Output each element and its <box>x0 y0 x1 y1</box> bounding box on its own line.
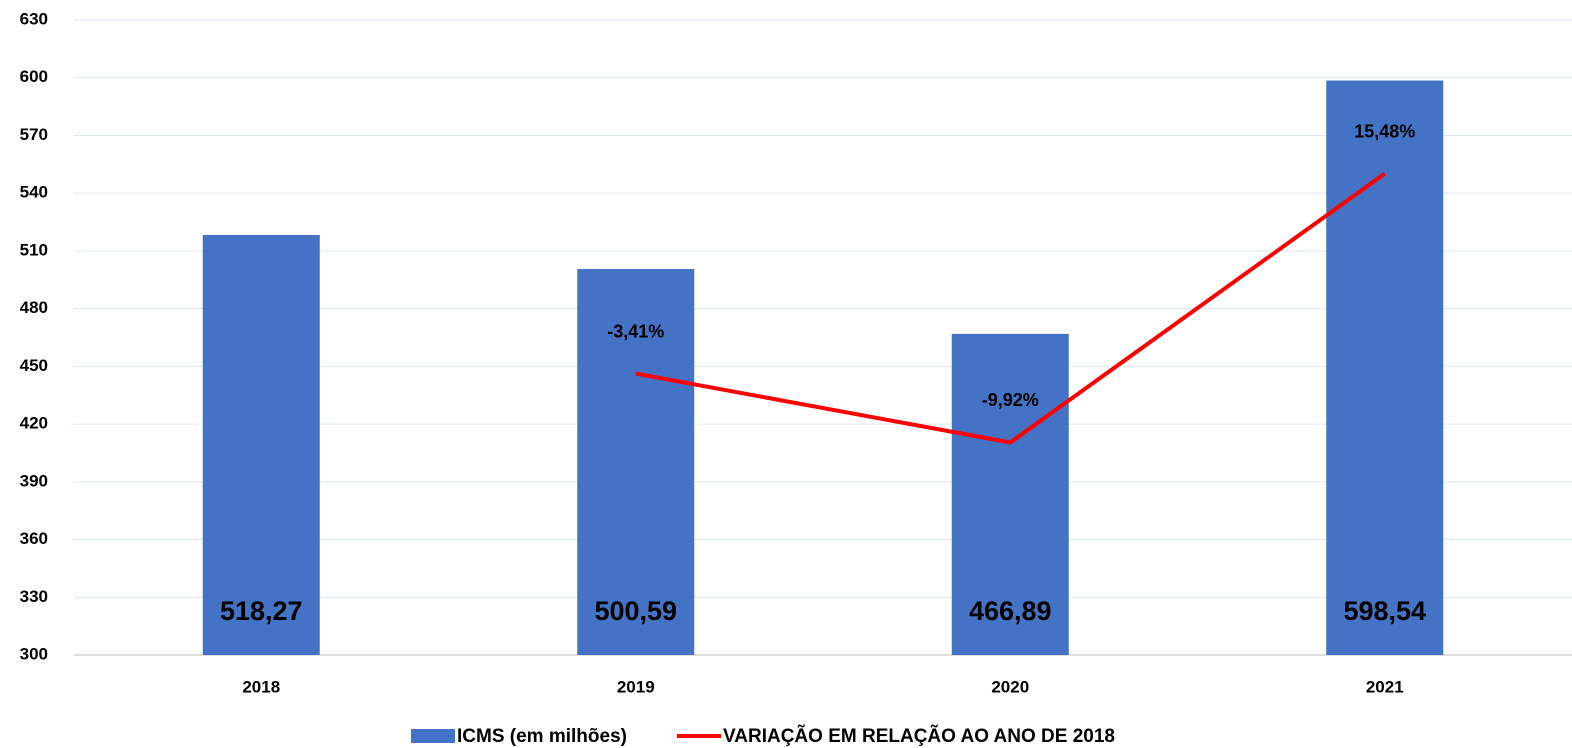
legend-label: VARIAÇÃO EM RELAÇÃO AO ANO DE 2018 <box>723 725 1115 747</box>
line-value-label: -9,92% <box>982 390 1039 410</box>
y-tick-label: 510 <box>20 240 48 259</box>
x-tick-label: 2018 <box>242 677 280 696</box>
bar <box>577 269 695 655</box>
y-tick-label: 480 <box>20 298 48 317</box>
y-tick-label: 420 <box>20 414 48 433</box>
line-value-label: 15,48% <box>1354 121 1415 141</box>
legend-label: ICMS (em milhões) <box>457 726 627 747</box>
bar <box>1326 80 1444 655</box>
bar-value-label: 518,27 <box>220 596 303 626</box>
bar <box>951 333 1069 655</box>
bar-value-label: 598,54 <box>1343 596 1426 626</box>
x-tick-label: 2020 <box>991 677 1029 696</box>
bar-value-label: 500,59 <box>594 596 677 626</box>
line-value-label: -3,41% <box>607 321 664 341</box>
y-tick-label: 390 <box>20 471 48 490</box>
y-tick-label: 360 <box>20 529 48 548</box>
legend-swatch <box>411 729 455 743</box>
bar-value-label: 466,89 <box>969 596 1052 626</box>
y-tick-label: 300 <box>20 644 48 663</box>
y-tick-label: 450 <box>20 356 48 375</box>
y-tick-label: 600 <box>20 67 48 86</box>
x-tick-label: 2021 <box>1366 677 1404 696</box>
y-tick-label: 570 <box>20 125 48 144</box>
line <box>635 172 1386 445</box>
y-tick-label: 330 <box>20 587 48 606</box>
y-tick-label: 630 <box>20 9 48 28</box>
x-tick-label: 2019 <box>617 677 655 696</box>
bar <box>202 234 320 655</box>
y-tick-label: 540 <box>20 183 48 202</box>
